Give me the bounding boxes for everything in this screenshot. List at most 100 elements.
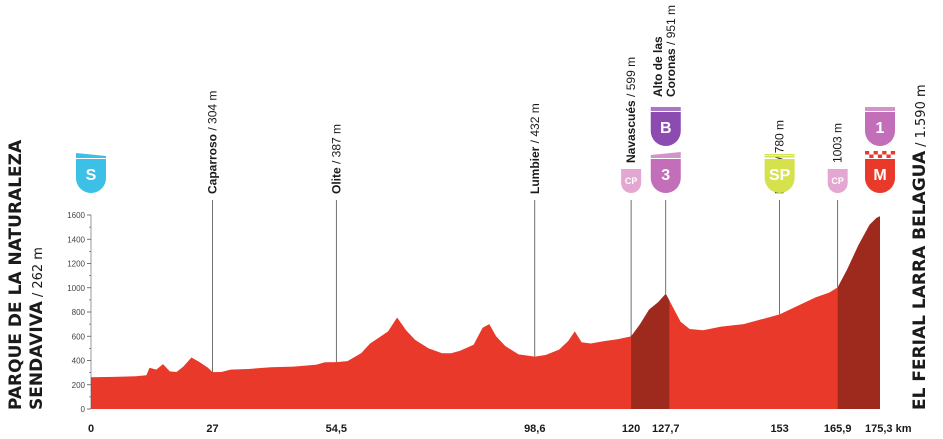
waypoint-altitude: / 780 m (773, 120, 787, 163)
badge-shape (764, 159, 795, 194)
finish-name: EL FERIAL LARRA BELAGUA / 1.590 m (910, 84, 930, 410)
badge-shape (650, 112, 681, 146)
y-tick-label: 400 (72, 357, 86, 366)
waypoint-altitude: / 387 m (329, 124, 343, 167)
sprint-stripe (764, 154, 795, 156)
waypoint-text: Lumbier / 432 m (528, 103, 542, 194)
checker-cell (873, 151, 878, 155)
badge-label: 3 (661, 167, 670, 184)
x-tick-label: 120 (622, 423, 640, 435)
badge-label: B (660, 120, 672, 137)
x-tick-label: 54,5 (326, 423, 347, 435)
x-tick-label: 165,9 (824, 423, 852, 435)
checker-cell (873, 154, 878, 158)
waypoint-lines-group (212, 200, 839, 373)
start-name2-text: SENDAVIVA (27, 300, 47, 410)
badge-cap (650, 152, 681, 158)
y-axis-group: 0 200 400 600 800 1000 1200 1400 1600 (67, 211, 92, 414)
waypoint-labels-group: Caparroso / 304 m Olite / 387 m Lumbier / … (206, 5, 845, 194)
badge-cp-1: CP (621, 169, 642, 194)
y-tick-label: 1600 (67, 211, 85, 220)
waypoint-label-0: Caparroso / 304 m (206, 91, 220, 194)
waypoint-name: Lumbier (528, 146, 542, 194)
waypoint-altitude: / 432 m (528, 103, 542, 146)
badge-label: M (873, 167, 886, 184)
checker-cell (890, 151, 896, 155)
y-tick-label: 800 (72, 308, 86, 317)
waypoint-label-1: Olite / 387 m (329, 124, 343, 194)
checker-cell (886, 151, 891, 155)
checker-cell (877, 154, 883, 158)
waypoint-name: Alto de las (651, 36, 665, 97)
x-ticks-group: 0 27 54,5 98,6 120 127,7 153 165,9 175,3 km (88, 423, 912, 435)
badge-cap (650, 107, 681, 111)
checker-cell (865, 154, 870, 158)
y-tick-label: 1400 (67, 235, 85, 244)
badge-shape (865, 159, 895, 193)
checker-cell (869, 151, 874, 155)
badge-3-3: 3 (650, 152, 681, 194)
x-tick-label: 127,7 (652, 423, 680, 435)
waypoint-text: Olite / 387 m (329, 124, 343, 194)
badge-s-0: S (76, 153, 106, 193)
waypoint-label-3: Navascués / 599 m (624, 57, 638, 163)
checker-cell (882, 151, 887, 155)
checker-cell (890, 154, 896, 158)
badge-label: CP (831, 176, 844, 186)
badges-group: S CP B 3 SP CP 1 M (76, 107, 896, 194)
badge-m-7: M (865, 151, 896, 193)
badge-label: S (86, 167, 97, 184)
waypoint-text: Navascués / 599 m (624, 57, 638, 163)
waypoint-text: Caparroso / 304 m (206, 91, 220, 194)
start-name2: SENDAVIVA / 262 m (27, 247, 47, 410)
waypoint-label-6: 1003 m (831, 123, 845, 163)
start-flag (76, 153, 106, 158)
waypoint-altitude: / 951 m (664, 5, 678, 48)
badge-1-6: 1 (865, 107, 895, 146)
checker-cell (865, 151, 870, 155)
climb-section-1 (837, 216, 880, 409)
badge-cap (865, 107, 895, 111)
badge-shape (827, 169, 848, 194)
badge-label: SP (769, 167, 791, 184)
badge-shape (865, 112, 895, 146)
x-tick-label: 0 (88, 423, 94, 435)
waypoint-altitude: / 599 m (624, 57, 638, 100)
start-altitude: / 262 m (31, 247, 46, 297)
badge-label: CP (625, 176, 638, 186)
sprint-stripe (764, 156, 795, 158)
badge-shape (650, 159, 681, 194)
elevation-profile-area (91, 216, 880, 409)
y-tick-label: 600 (72, 332, 86, 341)
checker-cell (877, 151, 883, 155)
badge-shape (621, 169, 642, 194)
waypoint-name-line2: Coronas / 951 m (664, 5, 678, 97)
checker-cell (882, 154, 887, 158)
finish-altitude: / 1.590 m (914, 84, 929, 147)
y-tick-label: 0 (81, 405, 86, 414)
waypoint-text: 1003 m (831, 123, 845, 163)
x-tick-label: 153 (770, 423, 788, 435)
climb-section-0 (631, 293, 670, 409)
y-tick-label: 200 (72, 381, 86, 390)
x-tick-label: 175,3 km (865, 423, 912, 435)
finish-name-text: EL FERIAL LARRA BELAGUA (910, 150, 930, 410)
x-tick-label: 27 (206, 423, 218, 435)
badge-b-2: B (650, 107, 681, 146)
waypoint-name: Navascués (624, 100, 638, 163)
waypoint-label-4: Alto de las Coronas / 951 m (651, 5, 678, 97)
checker-cell (886, 154, 891, 158)
start-name: PARQUE DE LA NATURALEZA (6, 139, 26, 410)
badge-shape (76, 159, 106, 193)
profile-area-group (91, 216, 880, 409)
y-tick-label: 1000 (67, 284, 85, 293)
waypoint-name2: Coronas (664, 48, 678, 97)
waypoint-altitude: / 304 m (206, 91, 220, 134)
waypoint-name: Caparroso (206, 134, 220, 194)
y-tick-label: 1200 (67, 260, 85, 269)
badge-sp-4: SP (764, 154, 795, 194)
waypoint-altitude: 1003 m (831, 123, 845, 163)
x-tick-label: 98,6 (524, 423, 545, 435)
waypoint-label-2: Lumbier / 432 m (528, 103, 542, 194)
